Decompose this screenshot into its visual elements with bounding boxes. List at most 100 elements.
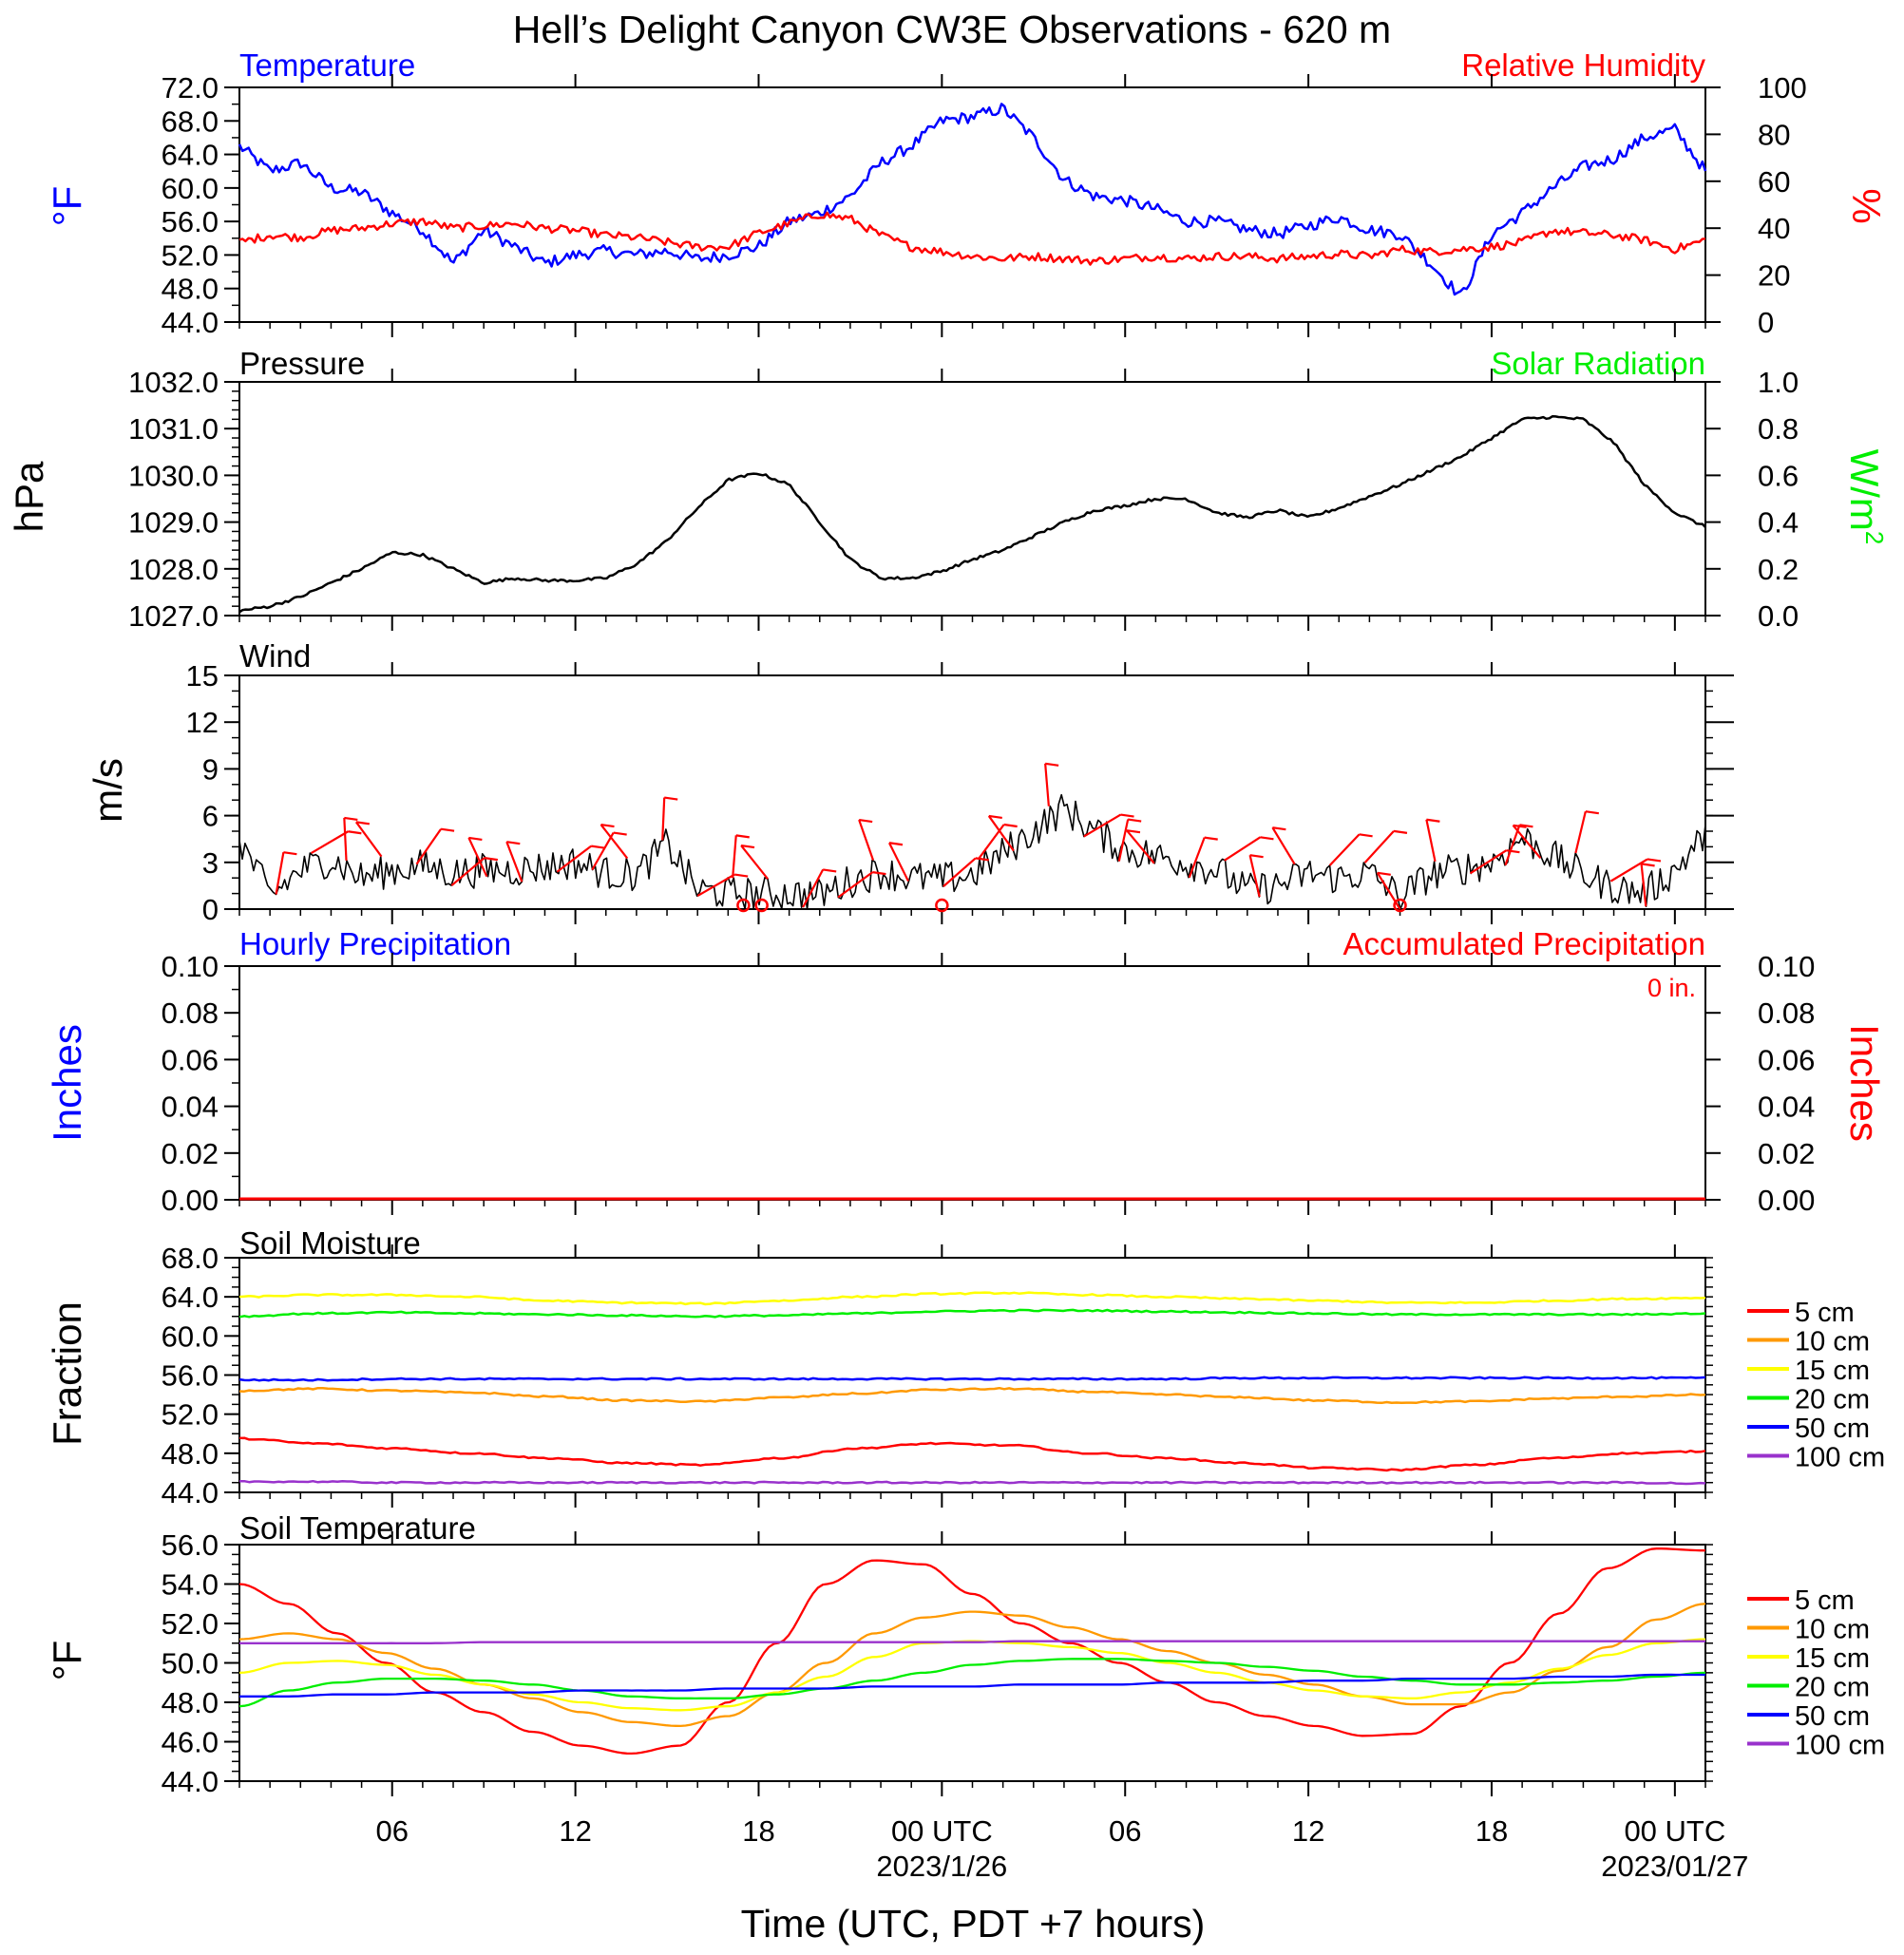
wind-barb-flag [1393, 829, 1408, 834]
wind-barb [591, 832, 615, 871]
wind-barb-flag [1128, 818, 1142, 823]
wind-barb [343, 817, 348, 861]
wind-barb-flag [1272, 826, 1286, 831]
soil-moisture-panel-ytick-label: 52.0 [162, 1398, 219, 1432]
pressure-panel-ytick-label: 1031.0 [128, 412, 219, 446]
soil-temperature-panel-ytick-label: 44.0 [162, 1765, 219, 1798]
wind-barb [1328, 833, 1361, 866]
precip-panel-ytick-label: 0.06 [162, 1043, 219, 1076]
precip-panel-ytick-right-label: 0.08 [1758, 996, 1815, 1030]
x-tick-date-label: 2023/1/26 [876, 1850, 1007, 1883]
humidity-title: Relative Humidity [1461, 47, 1705, 83]
wind-barb-flag [1506, 849, 1520, 854]
wind-barb-flag [1120, 813, 1134, 818]
pressure-line [238, 415, 1706, 614]
precip-panel-ytick-label: 0.00 [162, 1184, 219, 1217]
wind-barb-flag [484, 857, 499, 862]
wind-barb [415, 828, 442, 865]
wind-panel-ytick-label: 6 [202, 800, 219, 833]
wind-barb-flag [600, 824, 615, 828]
wind-barb [858, 819, 875, 861]
soil-temperature-line [239, 1640, 1705, 1644]
wind-barb [1469, 849, 1508, 875]
temp-panel-frame [238, 86, 1706, 323]
wind-barb-flag [1513, 824, 1527, 828]
soil-moisture-line [238, 1376, 1706, 1382]
soil-temperature-title: Soil Temperature [239, 1510, 476, 1546]
wind-panel-ytick-label: 15 [186, 659, 219, 693]
soil-temperature-panel-ytick-label: 52.0 [162, 1607, 219, 1641]
wind-barb [661, 797, 666, 841]
wind-barb [1574, 810, 1587, 854]
plot-layer: 72.068.064.060.056.052.048.044.010080604… [128, 71, 1885, 1883]
x-tick-label: 18 [1476, 1814, 1508, 1848]
wind-barb [1609, 858, 1648, 883]
soil-moisture-panel-ytick-label: 48.0 [162, 1437, 219, 1471]
temp-panel-ytick-label: 52.0 [162, 238, 219, 272]
wind-barb [1188, 837, 1206, 879]
soil-temperature-panel-ytick-label: 48.0 [162, 1686, 219, 1719]
x-tick-label: 06 [375, 1814, 408, 1848]
wind-speed-line [238, 793, 1706, 910]
soil-moisture-panel-ytick-label: 60.0 [162, 1319, 219, 1353]
soil-moisture-legend-label: 15 cm [1795, 1356, 1870, 1386]
soil-moisture-panel-ytick-label: 44.0 [162, 1476, 219, 1509]
wind-barb-flag [468, 836, 483, 842]
temp-panel-ytick-label: 56.0 [162, 205, 219, 238]
pressure-panel-ytick-right-label: 0.8 [1758, 412, 1799, 446]
solar-title: Solar Radiation [1491, 346, 1705, 381]
precip-panel-ytick-label: 0.08 [162, 996, 219, 1030]
wind-barb [942, 857, 977, 887]
wind-barb [275, 851, 285, 895]
precip-panel-ytick-right-label: 0.10 [1758, 950, 1815, 983]
wind-barb-flag [344, 816, 358, 822]
soil-moisture-title: Soil Moisture [239, 1225, 421, 1261]
wind-barb-flag [1647, 858, 1662, 863]
temp-panel-ytick-label: 44.0 [162, 306, 219, 339]
soil-moisture-line [238, 1386, 1706, 1405]
soil-moisture-line [238, 1308, 1706, 1319]
temperature-line [238, 103, 1707, 296]
temp-panel-ytick-right-label: 80 [1758, 118, 1790, 151]
soil-moisture-legend-label: 50 cm [1795, 1414, 1870, 1444]
wind-barb [310, 830, 349, 854]
wind-barb-flag [355, 821, 370, 826]
wind-barb-flag [1359, 833, 1373, 838]
soil-temperature-legend-label: 10 cm [1795, 1615, 1870, 1645]
wind-barb-flag [283, 851, 297, 856]
wind-barb-flag [735, 834, 750, 839]
calm-wind-marker [736, 898, 751, 913]
wind-barb [505, 841, 524, 883]
soil-moisture-legend-label: 10 cm [1795, 1327, 1870, 1357]
wind-barb-flag [1249, 854, 1264, 859]
soil-temperature-panel-frame [238, 1544, 1706, 1782]
wind-barb-flag [859, 818, 873, 824]
calm-wind-marker [1393, 898, 1407, 913]
wind-barb-flag [975, 857, 989, 862]
soil-moisture-legend-label: 100 cm [1795, 1443, 1885, 1473]
precip-panel-ytick-right-label: 0.06 [1758, 1043, 1815, 1076]
soil-moisture-line [238, 1436, 1706, 1472]
temp-panel-ytick-right-label: 20 [1758, 259, 1790, 293]
wind-barb [1083, 813, 1122, 838]
solar-axis-label: W/m2 [1842, 449, 1889, 545]
wind-barb [1271, 826, 1296, 865]
wind-barb-flag [823, 868, 837, 873]
wind-barb [1224, 836, 1262, 862]
wind-barb [1126, 829, 1155, 864]
soil-temperature-legend-label: 100 cm [1795, 1731, 1885, 1761]
calm-wind-marker [935, 898, 949, 913]
wind-barb-flag [733, 873, 749, 878]
temp-panel-ytick-label: 64.0 [162, 139, 219, 172]
pressure-axis-label: hPa [7, 461, 51, 532]
wind-barb [1512, 825, 1542, 860]
accum-precip-total: 0 in. [1647, 974, 1696, 1002]
soil-temperature-legend-label: 5 cm [1795, 1585, 1855, 1616]
wind-barb-flag [1126, 829, 1141, 834]
pressure-panel-ytick-label: 1029.0 [128, 506, 219, 540]
wind-barb [696, 873, 735, 898]
wind-barb [1376, 872, 1401, 910]
wind-barb [1044, 763, 1050, 807]
temp-panel-ytick-right-label: 0 [1758, 306, 1774, 339]
